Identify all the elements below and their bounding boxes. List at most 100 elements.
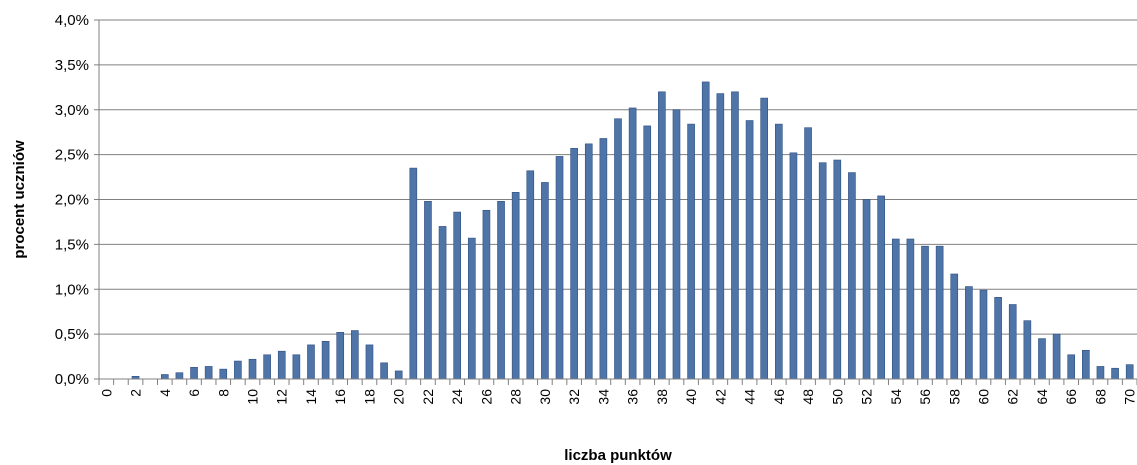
bar-17 — [351, 330, 359, 380]
x-tick-label: 68 — [1092, 389, 1108, 405]
bar-56 — [921, 245, 929, 380]
x-tick-label: 52 — [859, 389, 875, 405]
bar-25 — [467, 237, 476, 380]
bar-21 — [409, 167, 418, 380]
y-tick-label: 0,5% — [55, 326, 89, 343]
bar-48 — [804, 127, 812, 380]
x-tick-label: 16 — [332, 389, 348, 405]
bar-20 — [394, 370, 403, 380]
x-tick-label: 14 — [303, 389, 319, 405]
bar-68 — [1096, 366, 1105, 380]
x-tick-label: 28 — [508, 389, 524, 405]
bar-55 — [906, 238, 915, 380]
y-tick-label: 1,0% — [55, 281, 89, 298]
bars — [131, 81, 1134, 380]
bar-47 — [789, 152, 798, 380]
bar-59 — [965, 286, 973, 380]
y-tick-label: 2,5% — [55, 147, 89, 164]
y-tick-labels: 0,0% 0,5% 1,0% 1,5% 2,0% 2,5% 3,0% 3,5% 4,0% — [55, 12, 89, 388]
x-tick-label: 4 — [157, 389, 173, 397]
x-tick-label: 70 — [1122, 389, 1137, 405]
bar-6 — [190, 367, 198, 380]
bar-51 — [848, 172, 856, 380]
x-tick-label: 48 — [800, 389, 816, 405]
bar-69 — [1111, 367, 1119, 380]
x-tick-label: 50 — [829, 389, 845, 405]
bar-53 — [877, 195, 885, 380]
bar-44 — [745, 120, 754, 380]
bar-26 — [482, 209, 491, 380]
x-tick-label: 40 — [683, 389, 699, 405]
bar-23 — [438, 226, 447, 380]
axes — [94, 19, 1137, 385]
x-tick-label: 12 — [274, 389, 290, 405]
x-tick-label: 62 — [1005, 389, 1021, 405]
bar-63 — [1023, 320, 1032, 380]
bar-64 — [1038, 338, 1046, 380]
x-tick-label: 20 — [391, 389, 407, 405]
x-tick-label: 2 — [128, 389, 144, 397]
x-tick-label: 66 — [1063, 389, 1079, 405]
bar-57 — [935, 245, 944, 380]
bar-24 — [453, 211, 461, 380]
y-tick-label: 0,0% — [55, 371, 89, 388]
bar-19 — [380, 362, 388, 380]
x-tick-label: 54 — [888, 389, 904, 405]
x-tick-label: 0 — [98, 389, 114, 397]
bar-60 — [979, 289, 988, 380]
bar-54 — [891, 238, 900, 380]
bar-61 — [994, 297, 1002, 380]
bar-46 — [775, 123, 783, 380]
bar-27 — [497, 200, 505, 380]
bar-29 — [526, 170, 535, 380]
bar-14 — [307, 344, 315, 380]
x-tick-label: 44 — [742, 389, 758, 405]
bar-41 — [701, 81, 710, 380]
x-tick-label: 32 — [566, 389, 582, 405]
bar-45 — [760, 97, 769, 380]
x-tick-label: 26 — [478, 389, 494, 405]
bar-67 — [1082, 349, 1090, 380]
bar-43 — [731, 91, 739, 380]
bar-22 — [424, 200, 432, 380]
x-tick-labels: 0 2 4 6 8 10 12 14 16 18 20 22 24 26 28 30 32 34 36 38 40 42 4… — [98, 389, 1137, 405]
bar-8 — [219, 368, 228, 380]
bar-62 — [1008, 304, 1017, 380]
bar-18 — [365, 344, 374, 380]
bar-39 — [672, 109, 681, 380]
bar-9 — [234, 360, 242, 380]
bar-52 — [862, 199, 871, 380]
bar-12 — [277, 350, 286, 380]
bar-15 — [321, 341, 330, 380]
x-tick-label: 46 — [771, 389, 787, 405]
bar-16 — [336, 332, 345, 380]
y-tick-label: 3,0% — [55, 102, 89, 119]
bar-4 — [160, 374, 169, 380]
bar-37 — [643, 125, 652, 380]
bar-34 — [599, 138, 608, 380]
bar-65 — [1052, 333, 1061, 380]
bar-66 — [1067, 354, 1076, 380]
x-tick-label: 22 — [420, 389, 436, 405]
bar-38 — [658, 91, 666, 380]
x-tick-label: 30 — [537, 389, 553, 405]
x-tick-label: 6 — [186, 389, 202, 397]
x-tick-label: 24 — [449, 389, 465, 405]
x-tick-label: 8 — [215, 389, 231, 397]
bar-31 — [555, 156, 564, 380]
x-tick-label: 56 — [917, 389, 933, 405]
bar-40 — [687, 123, 695, 380]
y-axis-title: procent uczniów — [11, 140, 28, 259]
bar-11 — [263, 354, 271, 380]
x-tick-label: 38 — [654, 389, 670, 405]
bar-30 — [541, 182, 549, 380]
x-tick-label: 64 — [1034, 389, 1050, 405]
bar-58 — [950, 273, 959, 380]
x-tick-label: 10 — [245, 389, 261, 405]
bar-33 — [584, 143, 593, 380]
bar-10 — [248, 358, 257, 380]
x-tick-label: 34 — [595, 389, 611, 405]
x-tick-label: 42 — [712, 389, 728, 405]
x-tick-label: 18 — [361, 389, 377, 405]
y-tick-label: 4,0% — [55, 12, 89, 29]
